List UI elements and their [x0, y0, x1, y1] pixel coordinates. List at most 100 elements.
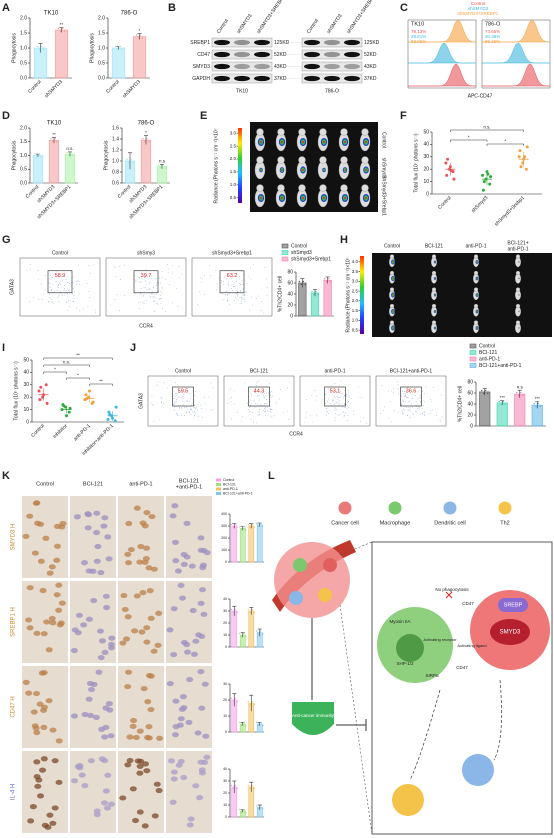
ihc-cell	[154, 642, 162, 648]
ihc-cell	[33, 774, 41, 780]
ihc-cell	[101, 649, 109, 655]
colorbar	[238, 128, 242, 203]
mouse-head	[361, 128, 369, 136]
ihc-cell	[145, 724, 153, 730]
ihc-cell	[132, 817, 140, 824]
ihc-cell	[177, 716, 185, 722]
ihc-cell	[42, 535, 50, 541]
significance: *	[468, 135, 470, 140]
ihc-cell	[97, 654, 105, 661]
mouse	[473, 254, 479, 268]
ihc-cell	[142, 556, 150, 562]
dot	[130, 158, 132, 161]
dot	[256, 721, 258, 724]
ihc-cell	[108, 635, 116, 641]
significance: ***	[535, 396, 541, 401]
point	[45, 401, 49, 405]
bar	[54, 29, 69, 79]
ihc-cell	[97, 569, 105, 576]
ihc-cell	[137, 543, 145, 550]
band	[344, 63, 360, 70]
dot	[245, 635, 247, 638]
y-tick-label: 0.5	[20, 167, 27, 173]
dot	[63, 30, 66, 33]
nucleus	[396, 634, 424, 662]
column-label: BCI-121+	[507, 240, 528, 246]
point	[107, 410, 111, 414]
flow-dots	[151, 381, 214, 422]
zoom	[339, 541, 373, 556]
plot-title: TK10	[411, 21, 424, 27]
dot	[36, 45, 39, 48]
mouse-head	[298, 184, 306, 192]
x-tick-label: Control	[105, 79, 121, 95]
mouse	[473, 303, 479, 317]
ihc-cell	[172, 539, 180, 545]
mouse-head	[256, 156, 264, 164]
ihc-cell	[172, 558, 180, 564]
bar	[310, 292, 320, 317]
band	[214, 51, 230, 58]
ihc-cell	[101, 800, 109, 806]
band	[304, 75, 320, 82]
ihc-cell	[100, 523, 108, 529]
y-tick-label: 10	[223, 714, 227, 718]
y-tick-label: 40	[423, 142, 429, 148]
legend-label: Control	[471, 1, 486, 6]
bracket	[89, 383, 113, 386]
ihc-cell	[80, 560, 88, 566]
protein-label: GAPDH	[192, 76, 210, 82]
ihc-cell	[45, 647, 53, 653]
bar	[256, 524, 263, 563]
tumor-cell	[293, 558, 307, 572]
dot	[258, 525, 260, 527]
y-tick-label: 20	[423, 167, 429, 173]
point	[65, 414, 68, 418]
ihc-cell	[57, 620, 65, 626]
ihc-cell	[87, 712, 95, 719]
colorbar-tick-label: 3.5	[352, 269, 359, 274]
dot	[317, 293, 319, 296]
y-tick-label: 0.0	[20, 180, 27, 186]
ihc-cell	[30, 709, 38, 715]
dot	[251, 701, 253, 703]
ihc-cell	[33, 729, 41, 736]
dot	[302, 280, 305, 283]
ihc-cell	[119, 795, 127, 801]
point	[444, 161, 448, 165]
mouse	[473, 287, 479, 301]
dot	[260, 522, 262, 524]
dot	[256, 805, 258, 807]
bracket	[43, 364, 90, 367]
ihc-cell	[105, 701, 113, 707]
mouse-head	[319, 156, 327, 164]
mouse	[317, 128, 329, 152]
dot	[500, 403, 502, 406]
bar	[64, 153, 76, 184]
mouse-head	[431, 287, 437, 292]
ihc-cell	[34, 783, 42, 789]
dot	[34, 153, 36, 155]
dot	[251, 784, 253, 787]
dot	[234, 784, 236, 787]
ihc-cell	[130, 717, 138, 724]
bracket	[66, 377, 90, 380]
signal	[302, 168, 304, 172]
legend-label: Control	[291, 243, 307, 249]
dot	[72, 154, 74, 157]
signal	[281, 169, 283, 171]
protein-label: CD47	[197, 52, 210, 58]
legend-label: Cancer cell	[331, 520, 359, 526]
point	[67, 410, 71, 414]
y-axis-label: Phagocytosis	[103, 140, 109, 170]
colorbar-tick-label: 2.0	[352, 298, 359, 303]
dot	[325, 281, 328, 283]
ihc-cell	[190, 651, 198, 657]
ihc-cell	[70, 713, 78, 719]
significance: *	[139, 28, 141, 33]
mouse-head	[256, 184, 264, 192]
block-mark	[445, 591, 453, 599]
plot-title: 786-O	[485, 21, 501, 27]
ihc-cell	[90, 597, 98, 604]
ihc-cell	[26, 625, 34, 631]
